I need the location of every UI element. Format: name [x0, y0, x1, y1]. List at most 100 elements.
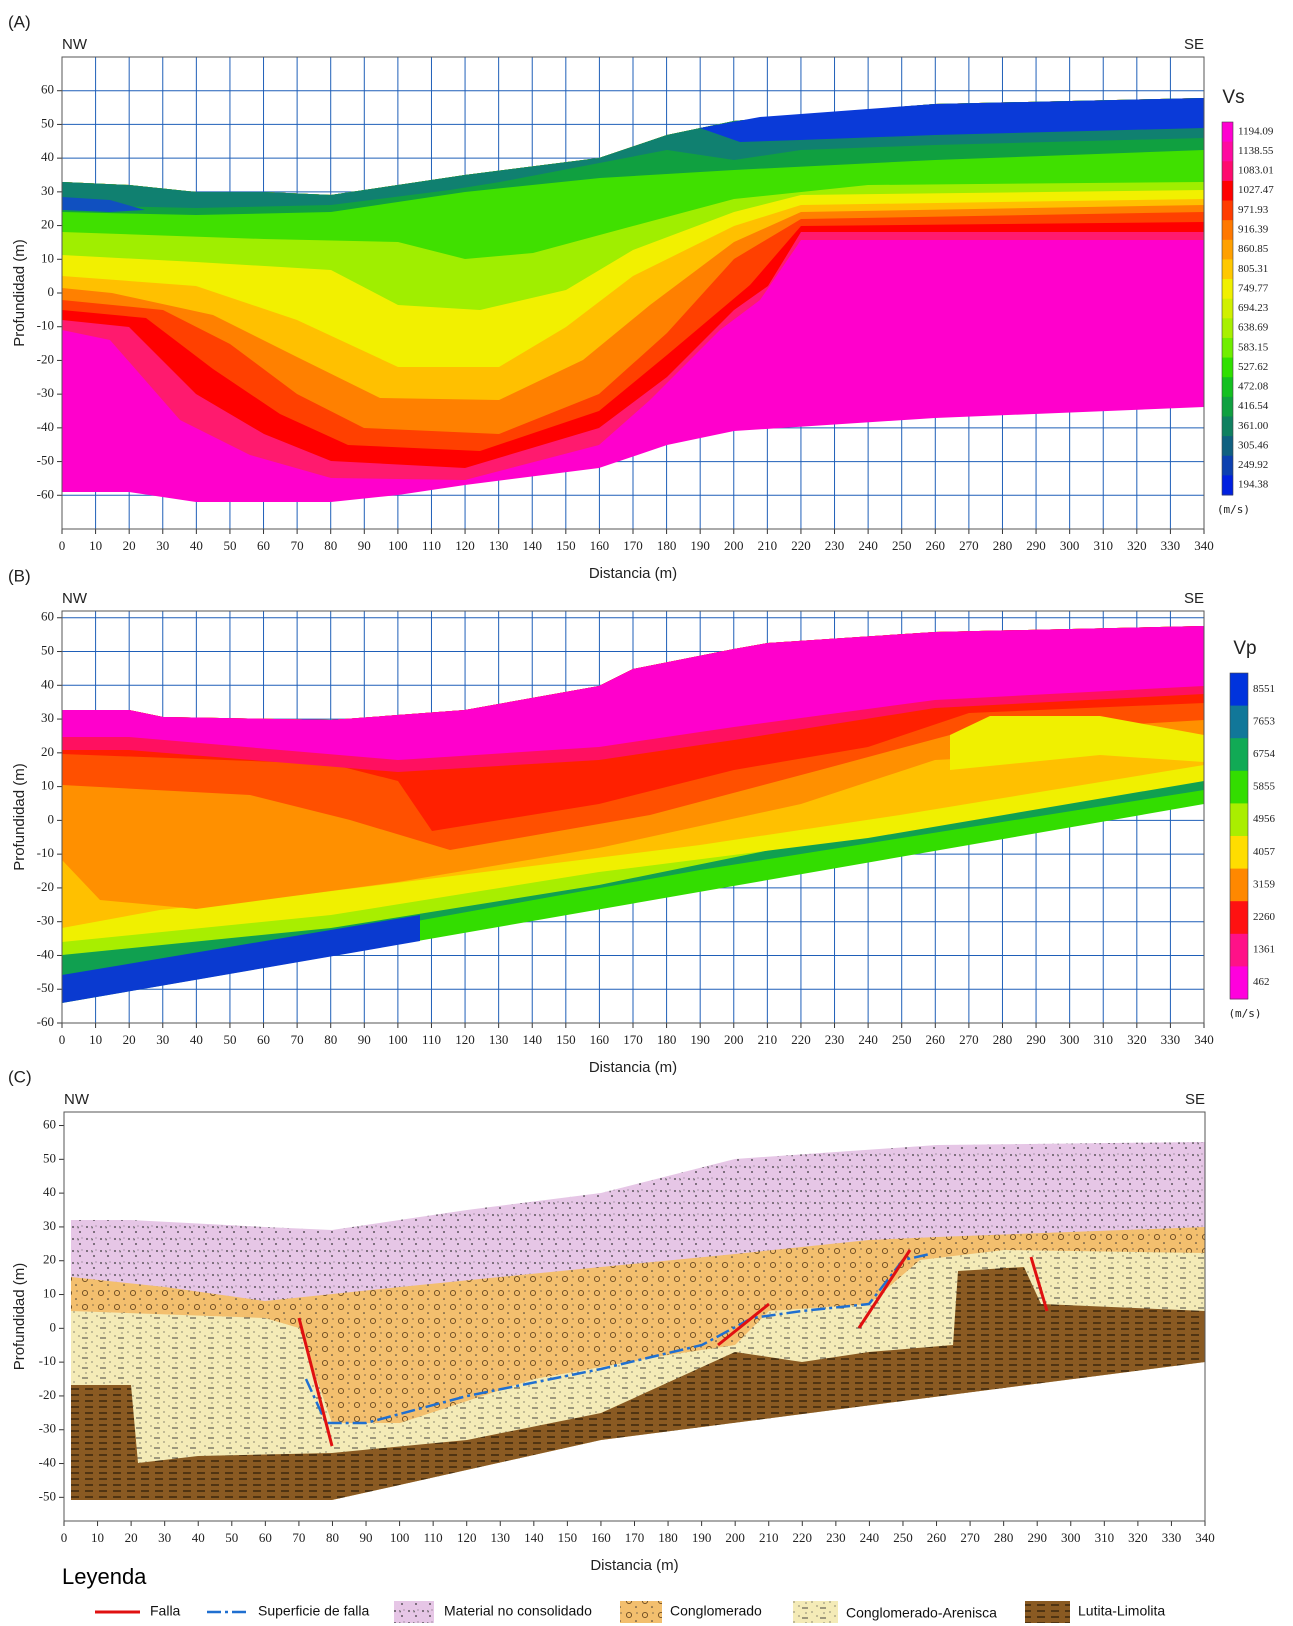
- x-tick-label: 170: [625, 1530, 645, 1545]
- colorbar-swatch: [1222, 161, 1233, 181]
- y-tick-label: 0: [50, 1319, 57, 1334]
- colorbar-swatch: [1222, 142, 1233, 162]
- colorbar-swatch: [1222, 259, 1233, 279]
- x-tick-label: 260: [926, 538, 946, 553]
- colorbar-swatch: [1230, 966, 1248, 999]
- y-tick-label: -30: [37, 913, 54, 928]
- x-tick-label: 270: [959, 1032, 979, 1047]
- colorbar-label: 1138.55: [1238, 145, 1274, 157]
- y-tick-label: -20: [37, 879, 54, 894]
- colorbar-label: 8551: [1253, 683, 1275, 695]
- x-tick-label: 300: [1060, 538, 1080, 553]
- x-tick-label: 80: [324, 1032, 337, 1047]
- colorbar-label: 416.54: [1238, 400, 1269, 412]
- x-tick-label: 100: [388, 1032, 408, 1047]
- y-tick-label: -60: [37, 486, 54, 501]
- x-tick-label: 170: [623, 538, 643, 553]
- direction-left: NW: [64, 1091, 90, 1108]
- colorbar-label: 805.31: [1238, 263, 1268, 275]
- x-tick-label: 340: [1195, 1530, 1215, 1545]
- y-axis-label: Profundidad (m): [11, 763, 28, 871]
- colorbar-label: 249.92: [1238, 459, 1268, 471]
- colorbar-swatch: [1222, 240, 1233, 260]
- colorbar-label: 4956: [1253, 813, 1276, 825]
- x-tick-label: 60: [257, 538, 270, 553]
- colorbar-title: Vs: [1222, 87, 1244, 108]
- x-tick-label: 90: [358, 1032, 371, 1047]
- colorbar-swatch: [1222, 358, 1233, 378]
- y-axis-label: Profundidad (m): [11, 1263, 28, 1371]
- x-tick-label: 100: [388, 538, 408, 553]
- x-tick-label: 40: [190, 1032, 203, 1047]
- x-tick-label: 40: [190, 538, 203, 553]
- x-tick-label: 40: [192, 1530, 205, 1545]
- x-tick-label: 300: [1060, 1032, 1080, 1047]
- x-tick-label: 280: [993, 1032, 1013, 1047]
- x-tick-label: 310: [1093, 1032, 1113, 1047]
- x-tick-label: 190: [692, 1530, 712, 1545]
- x-tick-label: 200: [724, 538, 744, 553]
- legend-label: Lutita-Limolita: [1078, 1603, 1165, 1619]
- x-tick-label: 210: [758, 538, 778, 553]
- x-tick-label: 50: [223, 538, 236, 553]
- direction-left: NW: [62, 36, 88, 53]
- y-tick-label: -50: [37, 453, 54, 468]
- x-tick-label: 130: [491, 1530, 511, 1545]
- colorbar-label: 638.69: [1238, 322, 1269, 334]
- x-tick-label: 70: [291, 538, 304, 553]
- colorbar-label: 472.08: [1238, 381, 1269, 393]
- x-tick-label: 100: [390, 1530, 410, 1545]
- x-tick-label: 160: [590, 1032, 610, 1047]
- x-tick-label: 60: [257, 1032, 270, 1047]
- x-tick-label: 270: [960, 1530, 980, 1545]
- y-tick-label: 0: [48, 811, 55, 826]
- x-tick-label: 330: [1162, 1530, 1182, 1545]
- colorbar-swatch: [1230, 771, 1248, 804]
- x-tick-label: 10: [89, 1032, 102, 1047]
- x-tick-label: 330: [1161, 1032, 1181, 1047]
- y-tick-label: 20: [43, 1252, 56, 1267]
- colorbar-label: 194.38: [1238, 479, 1269, 491]
- panel-label: (B): [8, 566, 31, 585]
- x-tick-label: 210: [759, 1530, 779, 1545]
- x-tick-label: 150: [558, 1530, 578, 1545]
- x-tick-label: 200: [724, 1032, 744, 1047]
- x-tick-label: 240: [860, 1530, 880, 1545]
- y-tick-label: -50: [37, 980, 54, 995]
- y-tick-label: 40: [43, 1184, 56, 1199]
- x-tick-label: 250: [892, 538, 912, 553]
- colorbar-label: 6754: [1253, 748, 1276, 760]
- x-tick-label: 250: [893, 1530, 913, 1545]
- x-tick-label: 280: [994, 1530, 1014, 1545]
- x-tick-label: 70: [291, 1032, 304, 1047]
- x-tick-label: 0: [61, 1530, 68, 1545]
- legend-swatch: [793, 1601, 838, 1623]
- x-tick-label: 310: [1095, 1530, 1115, 1545]
- direction-left: NW: [62, 590, 88, 607]
- x-tick-label: 320: [1127, 1032, 1147, 1047]
- x-axis-label: Distancia (m): [590, 1557, 678, 1574]
- direction-right: SE: [1184, 590, 1204, 607]
- x-tick-label: 340: [1194, 538, 1214, 553]
- direction-right: SE: [1184, 36, 1204, 53]
- y-tick-label: -10: [39, 1353, 56, 1368]
- y-tick-label: 10: [41, 778, 54, 793]
- x-tick-label: 320: [1127, 538, 1147, 553]
- x-tick-label: 260: [926, 1032, 946, 1047]
- colorbar-swatch: [1222, 397, 1233, 417]
- y-tick-label: -60: [37, 1014, 54, 1029]
- x-tick-label: 200: [725, 1530, 745, 1545]
- y-tick-label: 50: [41, 115, 54, 130]
- legend-title: Leyenda: [62, 1564, 147, 1589]
- y-axis-label: Profundidad (m): [11, 239, 28, 347]
- x-tick-label: 160: [590, 538, 610, 553]
- direction-right: SE: [1185, 1091, 1205, 1108]
- x-tick-label: 20: [125, 1530, 138, 1545]
- x-tick-label: 190: [690, 538, 710, 553]
- legend-label: Conglomerado-Arenisca: [846, 1605, 997, 1621]
- colorbar-unit: (m/s): [1217, 503, 1250, 516]
- colorbar-label: 1027.47: [1238, 184, 1274, 196]
- y-tick-label: 50: [43, 1150, 56, 1165]
- colorbar-swatch: [1230, 738, 1248, 771]
- colorbar-label: 1083.01: [1238, 165, 1274, 177]
